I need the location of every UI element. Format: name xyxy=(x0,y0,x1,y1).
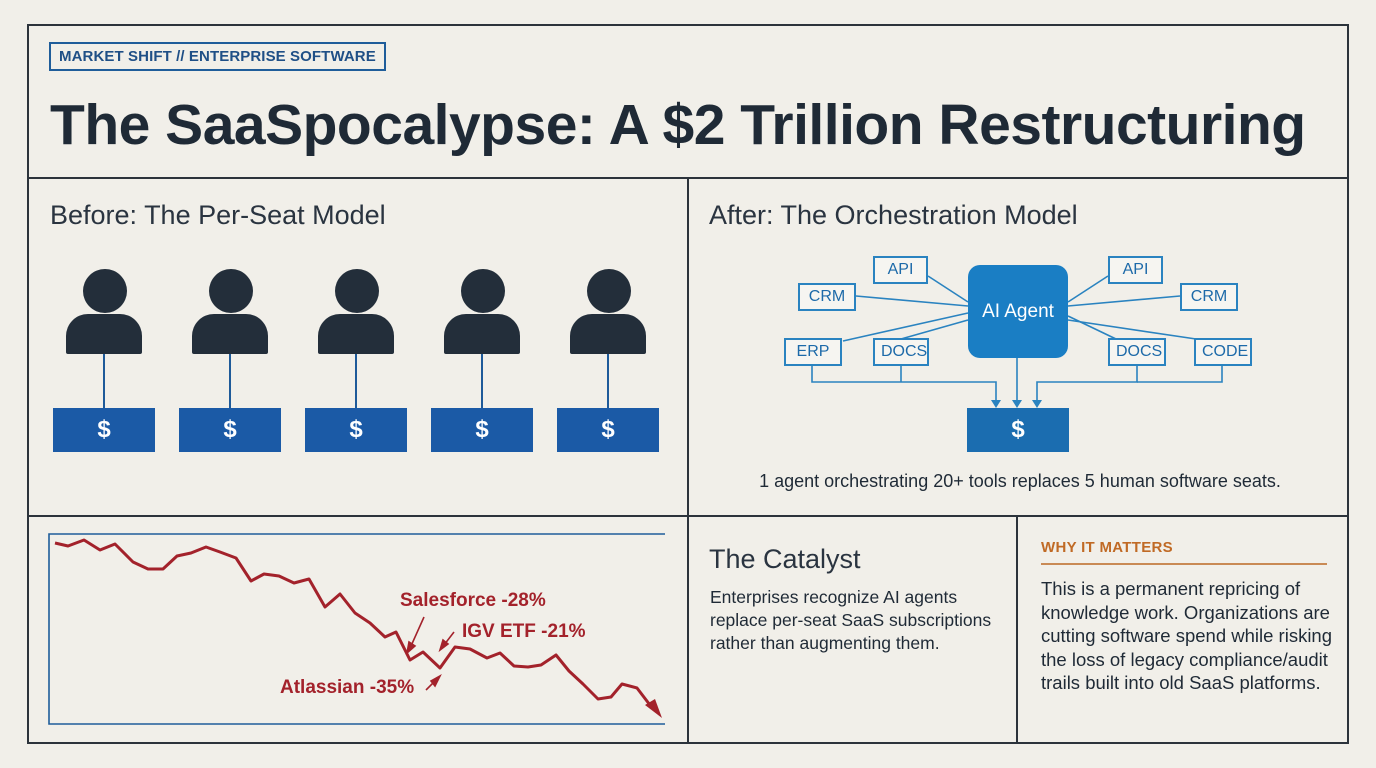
before-heading: Before: The Per-Seat Model xyxy=(50,200,386,230)
divider-vertical-bottom xyxy=(1016,515,1018,744)
tool-node-crm-right: CRM xyxy=(1180,283,1238,311)
person-icon xyxy=(209,269,253,313)
seat-connector xyxy=(355,354,357,408)
tool-node-code: CODE xyxy=(1194,338,1252,366)
person-icon xyxy=(587,269,631,313)
person-icon xyxy=(83,269,127,313)
catalyst-heading: The Catalyst xyxy=(709,544,861,574)
divider-vertical-main xyxy=(687,177,689,744)
orchestration-caption: 1 agent orchestrating 20+ tools replaces… xyxy=(759,471,1281,491)
person-icon-body xyxy=(444,314,520,354)
tool-node-docs-left: DOCS xyxy=(873,338,929,366)
tool-node-crm-left: CRM xyxy=(798,283,856,311)
seat-dollar-box: $ xyxy=(53,408,155,452)
person-icon-body xyxy=(66,314,142,354)
why-underline xyxy=(1041,563,1327,565)
why-heading: WHY IT MATTERS xyxy=(1041,539,1173,556)
after-heading: After: The Orchestration Model xyxy=(709,200,1078,230)
atlassian-label: Atlassian -35% xyxy=(280,677,415,698)
tool-node-erp: ERP xyxy=(784,338,842,366)
category-tag: MARKET SHIFT // ENTERPRISE SOFTWARE xyxy=(49,42,386,71)
decline-line xyxy=(54,538,655,710)
agent-dollar-box: $ xyxy=(967,408,1069,452)
person-icon-body xyxy=(570,314,646,354)
page-title: The SaaSpocalypse: A $2 Trillion Restruc… xyxy=(50,93,1306,157)
why-body: This is a permanent repricing of knowled… xyxy=(1041,578,1333,693)
seat-connector xyxy=(607,354,609,408)
decline-arrowhead xyxy=(645,699,662,718)
seat-dollar-box: $ xyxy=(431,408,533,452)
person-icon-body xyxy=(192,314,268,354)
person-icon xyxy=(335,269,379,313)
salesforce-label: Salesforce -28% xyxy=(400,590,546,611)
tool-node-api-left: API xyxy=(873,256,928,284)
tool-node-api-right: API xyxy=(1108,256,1163,284)
catalyst-body: Enterprises recognize AI agents replace … xyxy=(710,587,992,653)
seat-dollar-box: $ xyxy=(557,408,659,452)
chart-frame xyxy=(48,533,665,725)
seat-connector xyxy=(229,354,231,408)
person-icon xyxy=(461,269,505,313)
seat-dollar-box: $ xyxy=(305,408,407,452)
tool-node-docs-right: DOCS xyxy=(1108,338,1166,366)
seat-connector xyxy=(103,354,105,408)
seat-connector xyxy=(481,354,483,408)
igv-etf-label: IGV ETF -21% xyxy=(462,621,586,642)
person-icon-body xyxy=(318,314,394,354)
ai-agent-node: AI Agent xyxy=(968,265,1068,358)
seat-dollar-box: $ xyxy=(179,408,281,452)
